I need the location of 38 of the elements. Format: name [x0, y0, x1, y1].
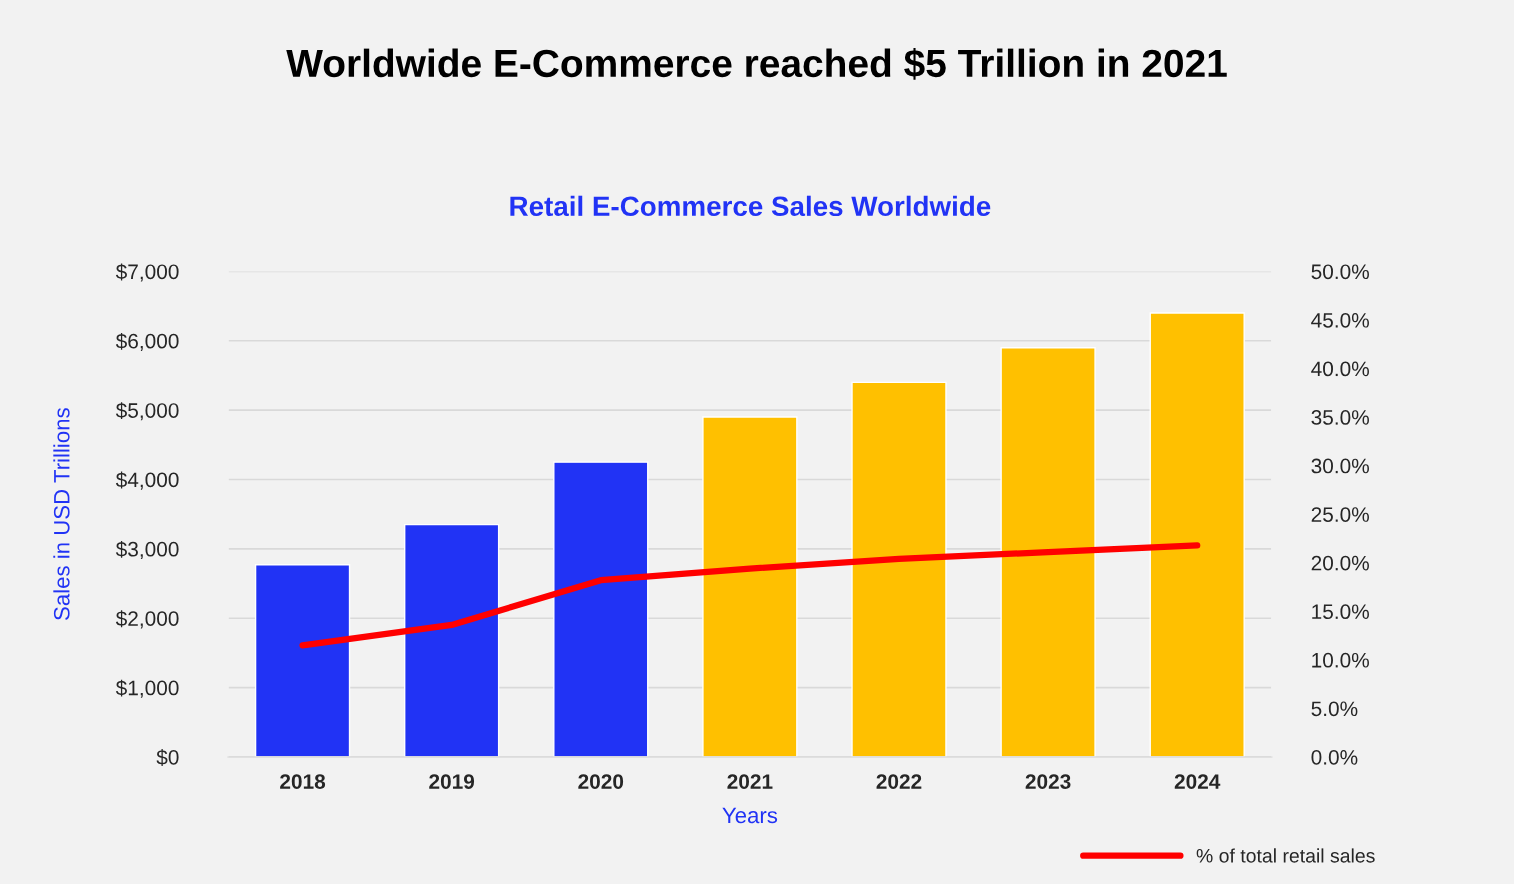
y2-tick-label: 10.0% — [1312, 652, 1369, 668]
x-tick-label: 2020 — [578, 774, 624, 789]
x-tick-label: 2019 — [429, 774, 475, 789]
y2-tick-label: 15.0% — [1312, 604, 1369, 620]
y2-tick-label: 30.0% — [1311, 458, 1369, 474]
x-tick-label: 2024 — [1174, 774, 1221, 789]
x-tick-label: 2018 — [280, 774, 326, 789]
bar — [553, 461, 649, 757]
bar — [404, 523, 500, 757]
y-tick-label: $0 — [156, 749, 179, 766]
y-axis-title: Sales in USD Trillions — [53, 408, 70, 620]
y2-tick-label: 50.0% — [1311, 264, 1369, 280]
y-tick-label: $5,000 — [115, 402, 179, 421]
y2-tick-label: 40.0% — [1311, 361, 1369, 377]
x-tick-label: 2023 — [1025, 774, 1071, 789]
y2-tick-label: 25.0% — [1311, 507, 1369, 522]
bar — [851, 381, 947, 757]
y-tick-label: $2,000 — [115, 610, 179, 629]
x-axis-title: Years — [722, 807, 778, 824]
y-tick-label: $3,000 — [115, 540, 179, 560]
y2-tick-label: 0.0% — [1311, 749, 1358, 765]
y-tick-label: $6,000 — [115, 332, 179, 351]
x-tick-label: 2022 — [876, 774, 922, 789]
y-tick-label: $7,000 — [115, 263, 179, 282]
y-tick-label: $4,000 — [115, 471, 179, 490]
y-tick-label: $1,000 — [115, 679, 179, 698]
y2-tick-label: 5.0% — [1311, 701, 1358, 717]
chart-title: Worldwide E-Commerce reached $5 Trillion in 2021 — [286, 47, 1227, 80]
y2-tick-label: 20.0% — [1311, 555, 1369, 571]
y2-tick-label: 35.0% — [1311, 410, 1369, 425]
x-tick-label: 2021 — [727, 774, 773, 789]
bar — [702, 416, 798, 757]
bar — [1149, 312, 1245, 757]
bar — [1000, 346, 1096, 757]
bar — [254, 564, 351, 757]
chart-subtitle: Retail E-Commerce Sales Worldwide — [510, 195, 991, 217]
y2-tick-label: 45.0% — [1311, 312, 1369, 328]
text: % of total retail sales — [1196, 848, 1375, 863]
